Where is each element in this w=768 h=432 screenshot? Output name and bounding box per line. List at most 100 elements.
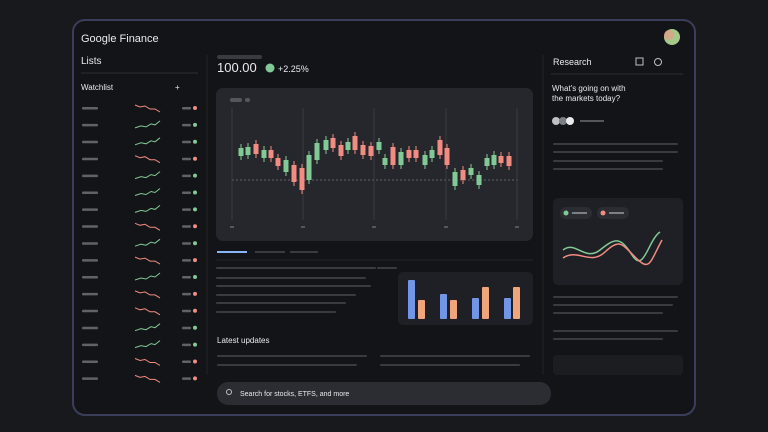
status-dot (193, 325, 197, 330)
status-dot (193, 308, 197, 313)
chip-dot (600, 210, 606, 216)
placeholder (82, 225, 98, 228)
axis-placeholder (372, 226, 376, 228)
sparkline (134, 188, 161, 196)
research-question: the markets today? (552, 94, 621, 103)
axis-placeholder (230, 226, 234, 228)
placeholder (217, 355, 367, 357)
candle-body (245, 147, 251, 155)
status-dot (193, 241, 197, 246)
placeholder (380, 355, 530, 357)
placeholder (182, 191, 191, 194)
placeholder (82, 360, 98, 363)
bar-illustration (450, 300, 457, 319)
candle-body (476, 175, 482, 185)
watchlist-rows (82, 104, 197, 383)
candle-body (422, 155, 428, 165)
bar-illustration (408, 280, 415, 319)
axis-placeholder (444, 226, 448, 228)
add-icon[interactable]: + (175, 83, 180, 92)
bar-panel (398, 272, 533, 325)
status-dot (193, 258, 197, 263)
placeholder (82, 208, 98, 211)
search-bar[interactable] (217, 382, 551, 405)
bar-illustration (482, 287, 489, 319)
sparkline (134, 171, 161, 180)
placeholder (216, 311, 336, 313)
updates-title: Latest updates (217, 336, 269, 345)
status-dot (193, 376, 197, 381)
placeholder (82, 123, 98, 127)
sparkline (134, 238, 161, 247)
candle-body (491, 155, 497, 165)
candle-body (323, 140, 329, 150)
axis-placeholder (515, 226, 519, 228)
placeholder (553, 338, 663, 340)
candle-body (338, 145, 344, 156)
price: 100.00 (217, 60, 257, 75)
status-dot (193, 173, 197, 178)
candle-body (238, 148, 244, 156)
placeholder (553, 312, 663, 314)
bar-illustration (472, 298, 479, 319)
tab[interactable] (290, 251, 318, 253)
candle-body (452, 172, 458, 186)
line-illustration (562, 239, 663, 266)
tab[interactable] (255, 251, 285, 253)
sparkline (134, 307, 161, 316)
sparkline (134, 205, 161, 213)
placeholder-text (216, 143, 678, 366)
axis-placeholder (301, 226, 305, 228)
search-placeholder[interactable]: Search for stocks, ETFS, and more (240, 391, 349, 398)
placeholder (553, 304, 673, 306)
bar-illustration (513, 287, 520, 319)
placeholder (216, 277, 366, 279)
watchlist-title[interactable]: Watchlist (81, 83, 114, 92)
placeholder (82, 140, 98, 144)
candle-body (390, 147, 396, 165)
candle-body (299, 168, 305, 190)
candle-body (345, 142, 351, 150)
sparkline (134, 120, 161, 129)
lists-title[interactable]: Lists (81, 56, 102, 67)
placeholder (553, 160, 663, 162)
placeholder (580, 120, 604, 122)
logo[interactable]: Google Finance (81, 33, 159, 45)
candle-body (306, 155, 312, 180)
source-icon (559, 117, 567, 125)
bar-illustration (440, 294, 447, 319)
tab-active[interactable] (217, 251, 247, 253)
placeholder (230, 98, 242, 102)
search-icon (226, 389, 232, 395)
placeholder (82, 191, 98, 194)
placeholder (182, 242, 191, 245)
history-icon[interactable] (654, 58, 662, 66)
candle-body (253, 144, 259, 154)
candle-body (261, 150, 267, 158)
placeholder (82, 377, 98, 380)
placeholder (182, 157, 191, 161)
placeholder (182, 360, 191, 363)
placeholder (572, 212, 587, 214)
candle-body (406, 150, 412, 158)
status-dot (193, 190, 197, 195)
placeholder (216, 267, 376, 269)
placeholder (82, 343, 98, 347)
placeholder (182, 292, 191, 296)
placeholder (182, 123, 191, 127)
up-icon (265, 63, 275, 73)
sparkline (134, 104, 161, 113)
sparkline (134, 155, 161, 164)
candle-body (460, 170, 466, 180)
placeholder (82, 259, 98, 262)
candle-body (352, 136, 358, 150)
candle-body (330, 138, 336, 148)
placeholder (82, 157, 98, 161)
placeholder (82, 276, 98, 279)
placeholder (553, 296, 678, 298)
placeholder (82, 107, 98, 110)
sparkline (134, 272, 161, 281)
edit-icon[interactable] (635, 57, 644, 66)
status-dot (193, 156, 197, 161)
candle-body (291, 165, 297, 182)
